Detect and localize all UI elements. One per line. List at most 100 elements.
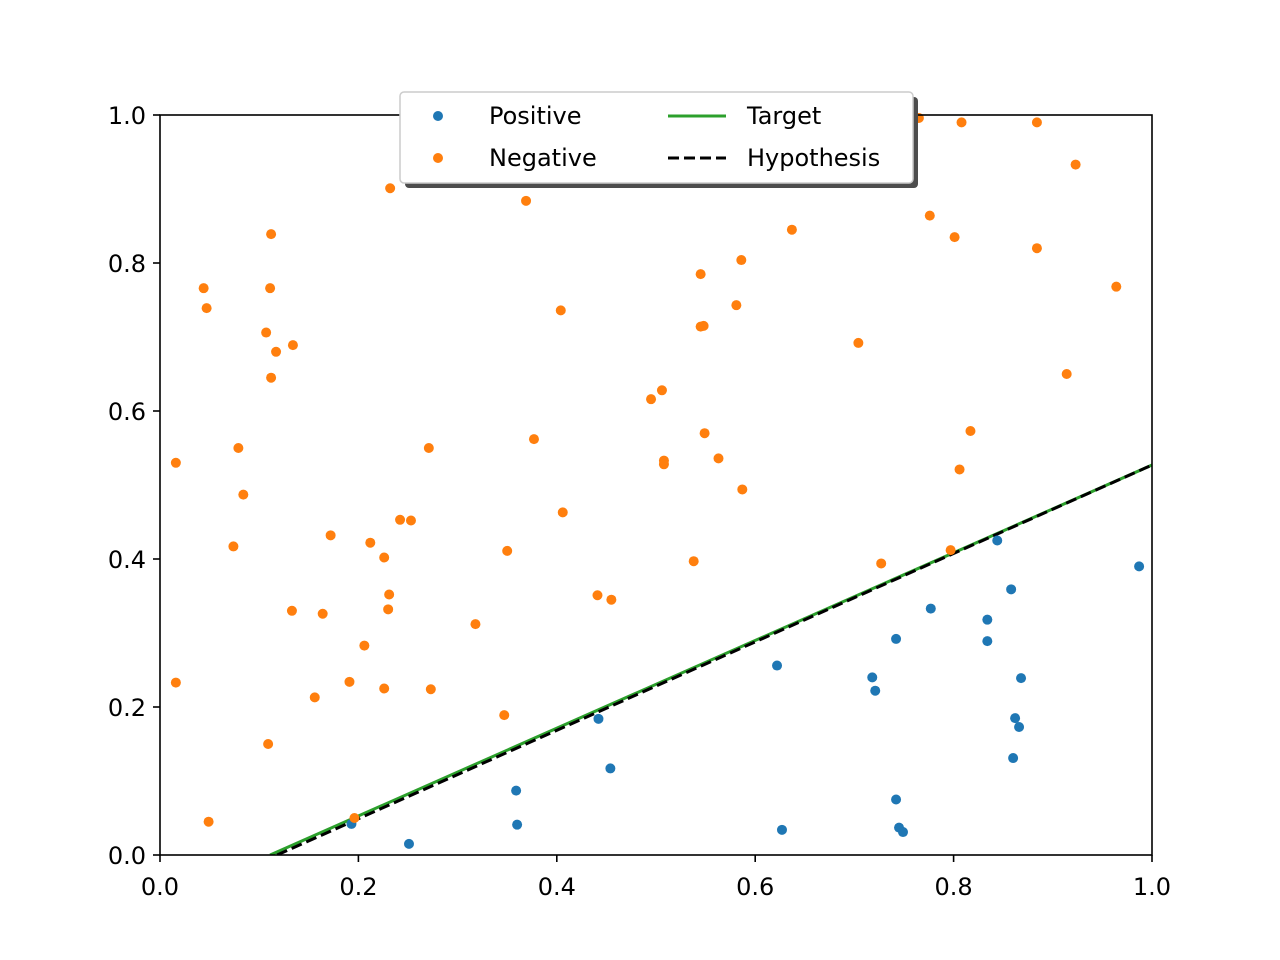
negative-point [736,255,747,266]
negative-point [233,443,244,453]
legend-label-positive: Positive [489,102,582,130]
positive-point [870,685,881,696]
negative-point [405,515,416,526]
negative-point [698,320,709,331]
positive-point [512,819,523,830]
negative-point [949,232,960,243]
negative-point [271,346,282,357]
negative-point [502,545,513,556]
negative-point [201,303,212,314]
negative-point [170,677,181,688]
negative-point [263,739,274,749]
negative-point [1031,243,1042,254]
negative-point [646,394,657,405]
negative-point [557,507,568,518]
positive-point [982,636,993,647]
negative-point [658,459,669,470]
legend-label-negative: Negative [489,144,597,172]
legend-label-hypothesis: Hypothesis [747,144,880,172]
negative-point [385,183,396,194]
negative-point [395,514,406,525]
negative-point [228,541,239,552]
positive-point [867,672,878,683]
negative-point [383,604,394,615]
negative-point [713,453,724,464]
negative-point [170,457,181,468]
negative-point [786,224,797,235]
axes-layer: 0.0 0.2 0.4 0.6 0.8 1.0 0.0 0.2 0.4 0.6 0.8 1.0 [108,102,1171,901]
x-tick-label: 1.0 [1133,873,1171,901]
negative-point [325,530,336,541]
negative-point [737,484,748,495]
positive-point [891,794,902,805]
negative-point [470,619,481,630]
negative-point [261,327,272,338]
positive-point [1008,753,1019,764]
legend-label-target: Target [746,102,821,130]
positive-point [982,614,993,625]
positive-point [1006,584,1017,595]
legend-marker-positive [433,111,443,121]
negative-point [379,552,390,563]
y-tick-label: 0.8 [108,250,146,278]
positive-point [1134,561,1145,572]
negative-point [945,545,956,556]
negative-point [1111,281,1122,292]
legend-box [399,91,914,184]
positive-point [925,603,936,614]
negative-point [1061,369,1072,379]
negative-point [555,305,566,316]
negative-point [266,229,277,240]
negative-point [359,640,370,651]
negative-point [379,683,390,694]
negative-point [965,425,976,436]
positive-point [772,660,783,671]
negative-point [606,594,617,605]
x-tick-label: 0.0 [141,873,179,901]
negative-point [499,710,510,721]
negative-point [344,676,355,687]
negative-point [238,489,249,500]
y-tick-label: 0.0 [108,842,146,870]
positive-point [605,763,616,774]
negative-point [731,300,742,311]
negative-point [956,117,967,128]
negative-point [521,195,532,206]
negative-point [425,684,436,695]
negative-point [317,608,328,619]
y-tick-label: 0.2 [108,694,146,722]
x-tick-label: 0.6 [736,873,774,901]
positive-point [1010,713,1021,724]
negative-point [309,692,320,703]
negative-point [592,590,603,601]
y-tick-label: 0.4 [108,546,146,574]
positive-point [403,838,414,849]
positive-point [776,824,787,835]
lines-layer [269,463,1152,855]
positive-point [898,827,909,838]
positive-point [891,633,902,644]
x-tick-label: 0.2 [339,873,377,901]
negative-point [954,464,965,475]
series-positive [346,535,1145,849]
negative-point [656,385,667,396]
negative-point [266,372,277,383]
negative-point [198,283,209,294]
x-tick-label: 0.4 [538,873,576,901]
series-line-target [269,463,1152,855]
negative-point [528,434,539,445]
negative-point [876,558,887,569]
y-tick-label: 1.0 [108,102,146,130]
points-layer [170,112,1145,849]
legend-marker-negative [433,153,443,163]
positive-point [593,713,604,724]
y-tick-label: 0.6 [108,398,146,426]
negative-point [203,816,214,827]
positive-point [1014,721,1025,732]
negative-point [349,813,360,823]
negative-point [1031,117,1042,128]
negative-point [1070,159,1081,170]
negative-point [384,589,395,600]
positive-point [511,785,522,796]
